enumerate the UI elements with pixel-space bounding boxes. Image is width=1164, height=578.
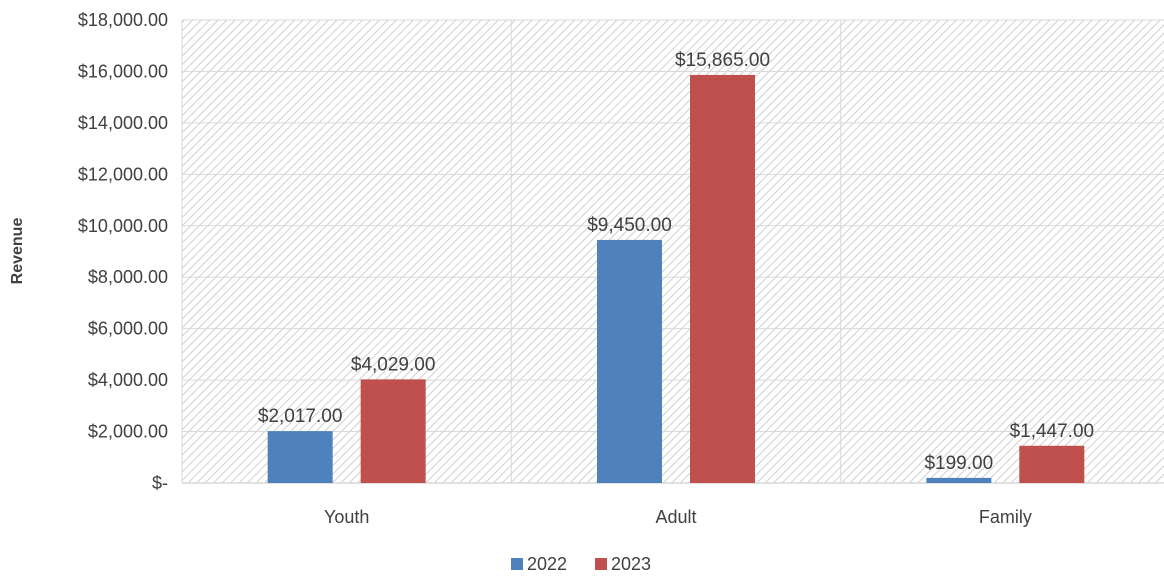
y-tick-label: $10,000.00	[78, 216, 168, 236]
plot-area-background	[182, 20, 1164, 483]
x-tick-label: Youth	[324, 507, 369, 527]
y-axis-ticks: $- $2,000.00 $4,000.00 $6,000.00 $8,000.00 $1…	[78, 10, 168, 493]
bar-youth-2023	[360, 379, 426, 483]
bar-adult-2023	[690, 74, 755, 484]
y-tick-label: $12,000.00	[78, 164, 168, 184]
data-labels: $2,017.00 $4,029.00 $9,450.00 $15,865.00 $19…	[258, 50, 1094, 474]
data-label: $4,029.00	[351, 354, 436, 375]
legend-swatch-2022	[511, 558, 523, 570]
y-tick-label: $16,000.00	[78, 61, 168, 81]
y-tick-label: $-	[152, 473, 168, 493]
y-tick-label: $6,000.00	[88, 319, 168, 339]
y-tick-label: $4,000.00	[88, 370, 168, 390]
bar-family-2022	[926, 477, 992, 483]
data-label: $15,865.00	[675, 50, 770, 71]
y-tick-label: $18,000.00	[78, 10, 168, 30]
bar-adult-2022	[597, 239, 662, 483]
legend-label: 2022	[527, 554, 567, 574]
x-axis-ticks: Youth Adult Family	[324, 507, 1032, 527]
y-tick-label: $14,000.00	[78, 113, 168, 133]
gridlines	[181, 19, 1164, 484]
x-tick-label: Adult	[655, 507, 696, 527]
data-label: $2,017.00	[258, 406, 343, 427]
data-label: $1,447.00	[1010, 421, 1095, 442]
y-tick-label: $8,000.00	[88, 267, 168, 287]
legend: 2022 2023	[511, 554, 651, 574]
legend-label: 2023	[611, 554, 651, 574]
bars	[267, 74, 1085, 484]
data-label: $9,450.00	[587, 215, 672, 236]
legend-swatch-2023	[595, 558, 607, 570]
bar-youth-2022	[267, 431, 333, 483]
y-axis-label: Revenue	[9, 218, 26, 285]
bar-family-2023	[1019, 445, 1085, 483]
y-tick-label: $2,000.00	[88, 422, 168, 442]
x-tick-label: Family	[979, 507, 1032, 527]
data-label: $199.00	[924, 453, 993, 474]
